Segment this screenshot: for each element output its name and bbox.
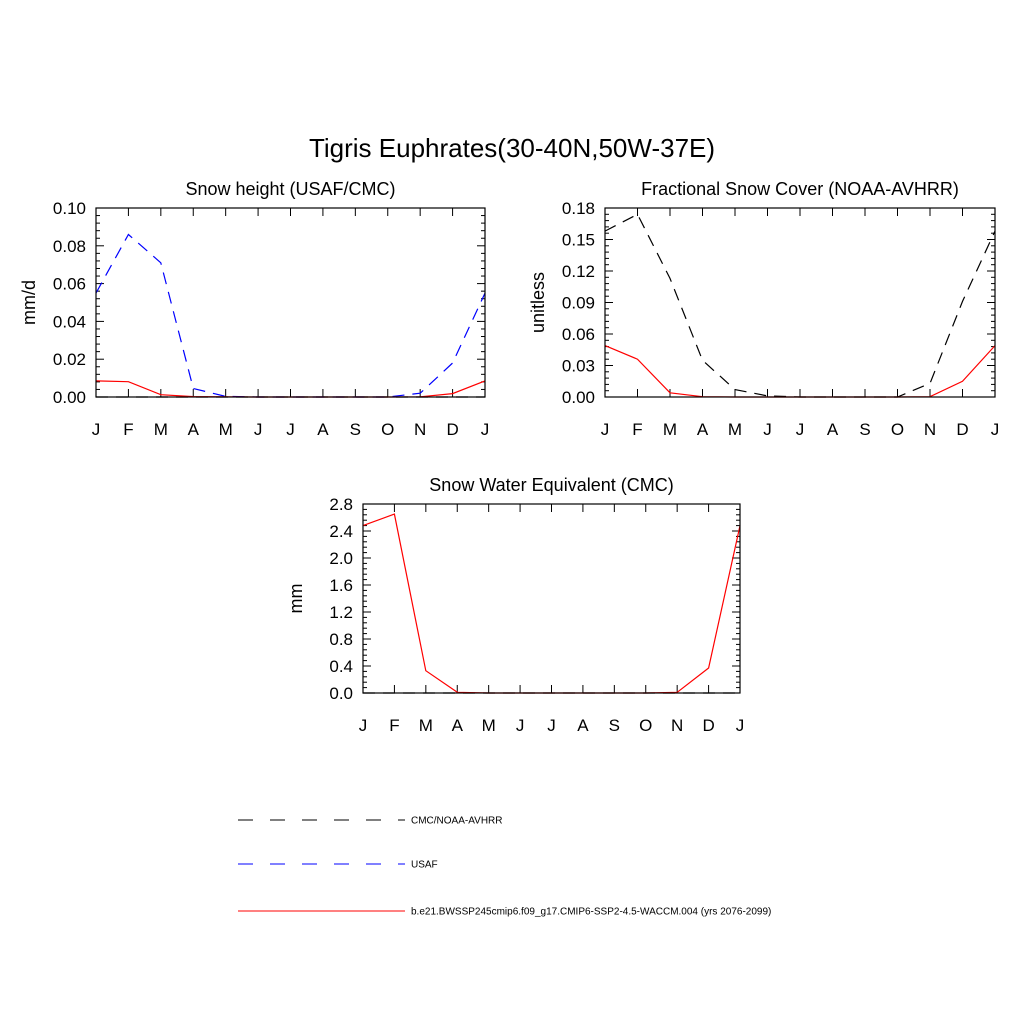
y-tick-label: 0.06: [562, 325, 595, 344]
x-tick-label: A: [188, 420, 200, 439]
chart-panel-1: Snow height (USAF/CMC) mm/d 0.00 0.02 0.04 0.…: [19, 179, 489, 439]
x-tick-label: J: [254, 420, 263, 439]
legend-entry: CMC/NOAA-AVHRR: [238, 816, 502, 827]
x-tick-label: A: [827, 420, 839, 439]
x-tick-label: S: [859, 420, 870, 439]
y-tick-label: 0.18: [562, 199, 595, 218]
legend-entry: b.e21.BWSSP245cmip6.f09_g17.CMIP6-SSP2-4…: [238, 907, 771, 918]
x-tick-label: M: [419, 716, 433, 735]
x-tick-label: J: [601, 420, 610, 439]
y-tick-label: 0.4: [329, 657, 353, 676]
x-tick-label: S: [350, 420, 361, 439]
chart-panels: Snow height (USAF/CMC) mm/d 0.00 0.02 0.04 0.…: [19, 179, 999, 735]
chart-title: Snow height (USAF/CMC): [185, 179, 395, 199]
x-tick-label: S: [609, 716, 620, 735]
x-tick-label: J: [547, 716, 556, 735]
x-tick-label: J: [991, 420, 1000, 439]
series-line-model: [362, 513, 741, 694]
series-line-cmc-noaa-avhrr: [604, 213, 996, 398]
x-tick-label: M: [219, 420, 233, 439]
x-tick-label: N: [924, 420, 936, 439]
series-line-usaf: [95, 233, 486, 398]
x-tick-label: A: [452, 716, 464, 735]
x-tick-label: O: [639, 716, 652, 735]
y-tick-label: 0.0: [329, 684, 353, 703]
legend: CMC/NOAA-AVHRR USAF b.e21.BWSSP245cmip6.f0…: [238, 816, 771, 918]
x-tick-label: J: [516, 716, 525, 735]
y-axis-label: mm: [286, 584, 306, 614]
chart-title: Fractional Snow Cover (NOAA-AVHRR): [641, 179, 959, 199]
x-tick-label: D: [956, 420, 968, 439]
x-tick-label: J: [481, 420, 490, 439]
y-tick-label: 2.4: [329, 522, 353, 541]
figure-title: Tigris Euphrates(30-40N,50W-37E): [309, 133, 715, 163]
y-tick-label: 0.00: [562, 388, 595, 407]
chart-panel-3: Snow Water Equivalent (CMC) mm 0.0 0.4 0.8 1.…: [286, 475, 744, 735]
y-tick-label: 0.00: [53, 388, 86, 407]
y-axis-label: unitless: [528, 272, 548, 333]
x-tick-label: D: [446, 420, 458, 439]
y-tick-label: 0.10: [53, 199, 86, 218]
y-axis-label: mm/d: [19, 280, 39, 325]
x-tick-label: M: [663, 420, 677, 439]
chart-panel-2: Fractional Snow Cover (NOAA-AVHRR) unitle…: [528, 179, 999, 439]
plot-frame: [604, 207, 996, 398]
y-tick-label: 0.04: [53, 312, 86, 331]
y-tick-label: 0.02: [53, 350, 86, 369]
x-tick-label: A: [577, 716, 589, 735]
y-tick-label: 2.8: [329, 495, 353, 514]
y-tick-label: 0.06: [53, 275, 86, 294]
legend-label: b.e21.BWSSP245cmip6.f09_g17.CMIP6-SSP2-4…: [411, 907, 771, 918]
legend-label: CMC/NOAA-AVHRR: [411, 816, 502, 827]
y-tick-label: 1.6: [329, 576, 353, 595]
y-tick-label: 2.0: [329, 549, 353, 568]
x-tick-label: J: [92, 420, 101, 439]
y-tick-label: 1.2: [329, 603, 353, 622]
y-tick-label: 0.09: [562, 294, 595, 313]
x-tick-label: F: [123, 420, 133, 439]
x-tick-label: N: [671, 716, 683, 735]
plot-frame: [362, 503, 741, 694]
x-tick-label: J: [736, 716, 745, 735]
x-tick-label: O: [891, 420, 904, 439]
chart-title: Snow Water Equivalent (CMC): [429, 475, 673, 495]
y-tick-label: 0.03: [562, 357, 595, 376]
x-tick-label: M: [154, 420, 168, 439]
x-tick-label: F: [389, 716, 399, 735]
plot-frame: [95, 207, 486, 398]
x-tick-label: D: [702, 716, 714, 735]
legend-label: USAF: [411, 860, 438, 871]
x-tick-label: F: [632, 420, 642, 439]
y-tick-label: 0.8: [329, 630, 353, 649]
x-tick-label: O: [381, 420, 394, 439]
y-tick-label: 0.12: [562, 262, 595, 281]
x-tick-label: J: [286, 420, 295, 439]
x-tick-label: J: [796, 420, 805, 439]
legend-entry: USAF: [238, 860, 438, 871]
x-tick-label: J: [359, 716, 368, 735]
x-tick-label: N: [414, 420, 426, 439]
x-tick-label: M: [728, 420, 742, 439]
x-tick-label: M: [482, 716, 496, 735]
y-tick-label: 0.08: [53, 237, 86, 256]
x-tick-label: J: [763, 420, 772, 439]
y-tick-label: 0.15: [562, 231, 595, 250]
x-tick-label: A: [697, 420, 709, 439]
x-tick-label: A: [317, 420, 329, 439]
